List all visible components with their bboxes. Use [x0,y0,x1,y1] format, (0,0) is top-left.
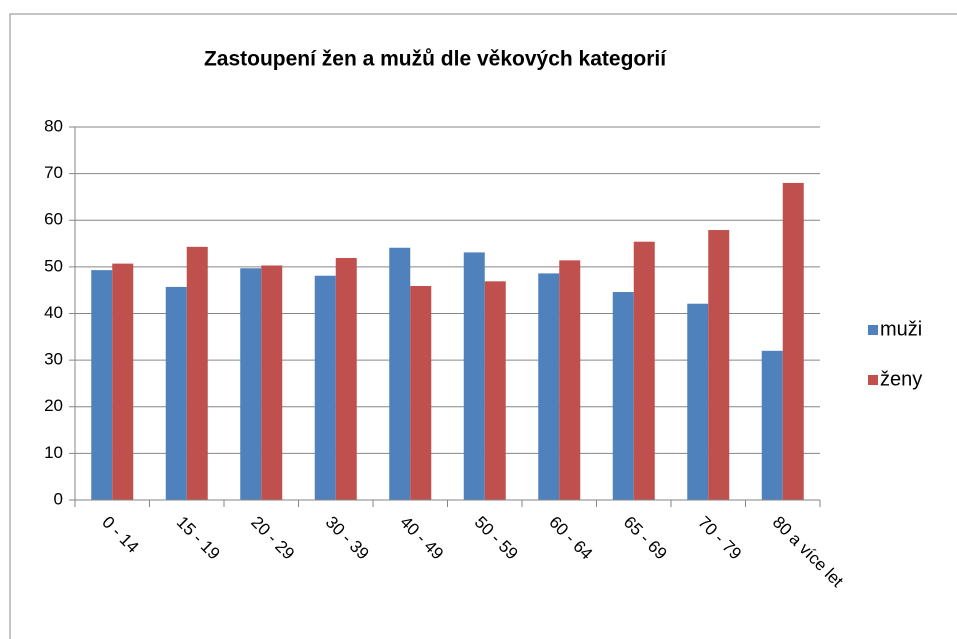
legend-label: muži [880,318,922,340]
bar [389,247,411,500]
bar [708,230,730,500]
chart-title: Zastoupení žen a mužů dle věkových kateg… [204,48,667,71]
bar [484,281,506,500]
y-tick-label: 60 [44,210,63,229]
bar [633,241,655,500]
bar [463,252,485,500]
y-tick-label: 10 [44,443,63,462]
y-tick-label: 20 [44,396,63,415]
bar [538,273,560,500]
y-tick-label: 30 [44,350,63,369]
y-tick-label: 40 [44,303,63,322]
y-tick-label: 80 [44,116,63,135]
legend-label: ženy [880,368,922,390]
bar [91,270,113,500]
bar [186,246,208,500]
bar [410,285,432,500]
bar [761,350,783,500]
bar [335,258,357,500]
bar [112,263,134,500]
bar [559,260,581,500]
legend-swatch [868,375,878,385]
bar [314,275,336,500]
legend-swatch [868,325,878,335]
bar [782,182,804,500]
bar [240,268,262,500]
y-tick-label: 50 [44,256,63,275]
y-tick-label: 70 [44,163,63,182]
bar [612,292,634,500]
y-tick-label: 0 [54,489,63,508]
bar [165,286,187,500]
bar [261,265,283,500]
bar [687,303,709,500]
